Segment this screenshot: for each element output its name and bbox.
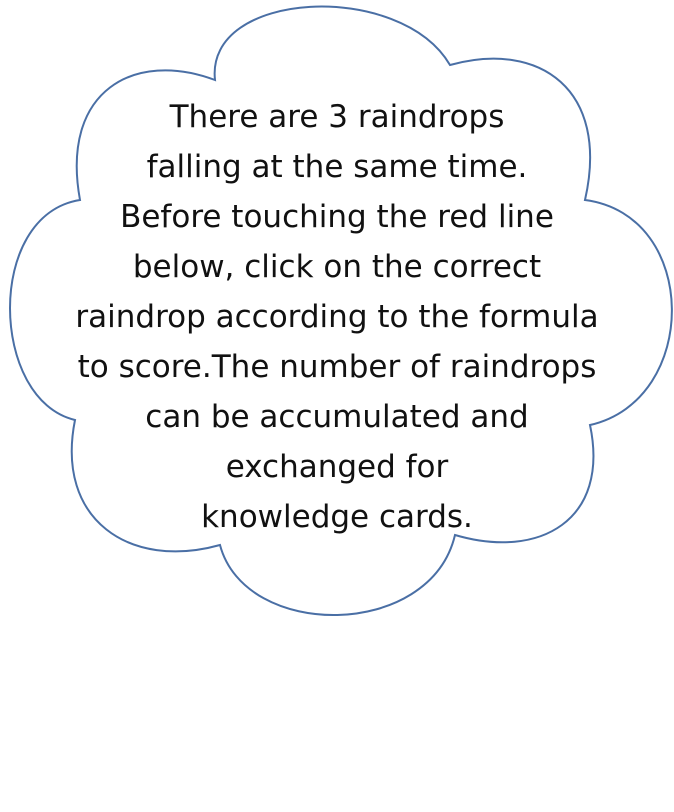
instruction-line: knowledge cards.: [201, 499, 473, 535]
cloud-outline: [9, 5, 673, 616]
instruction-line: to score.The number of raindrops: [77, 349, 597, 385]
instruction-line: exchanged for: [225, 449, 449, 485]
instruction-line: There are 3 raindrops: [169, 99, 505, 135]
instruction-line: can be accumulated and: [145, 399, 529, 435]
instruction-line: falling at the same time.: [146, 149, 528, 185]
instruction-line: below, click on the correct: [132, 249, 542, 285]
instruction-line: raindrop according to the formula: [75, 299, 599, 335]
instruction-text: There are 3 raindrops falling at the sam…: [40, 92, 634, 542]
instruction-line: Before touching the red line: [120, 199, 554, 235]
